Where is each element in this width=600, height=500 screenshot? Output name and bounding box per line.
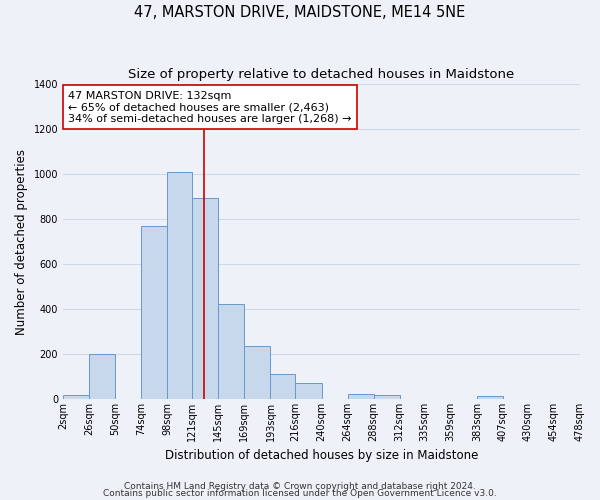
- Text: 47 MARSTON DRIVE: 132sqm
← 65% of detached houses are smaller (2,463)
34% of sem: 47 MARSTON DRIVE: 132sqm ← 65% of detach…: [68, 90, 352, 124]
- Bar: [271, 374, 295, 399]
- Bar: [295, 384, 322, 399]
- Bar: [141, 226, 167, 399]
- Bar: [63, 394, 89, 399]
- Bar: [167, 172, 192, 399]
- Bar: [374, 394, 400, 399]
- X-axis label: Distribution of detached houses by size in Maidstone: Distribution of detached houses by size …: [165, 450, 478, 462]
- Bar: [192, 198, 218, 399]
- Text: Contains HM Land Registry data © Crown copyright and database right 2024.: Contains HM Land Registry data © Crown c…: [124, 482, 476, 491]
- Y-axis label: Number of detached properties: Number of detached properties: [15, 149, 28, 335]
- Bar: [89, 354, 115, 399]
- Text: 47, MARSTON DRIVE, MAIDSTONE, ME14 5NE: 47, MARSTON DRIVE, MAIDSTONE, ME14 5NE: [134, 5, 466, 20]
- Bar: [477, 396, 503, 399]
- Text: Contains public sector information licensed under the Open Government Licence v3: Contains public sector information licen…: [103, 489, 497, 498]
- Bar: [244, 346, 271, 399]
- Bar: [218, 304, 244, 399]
- Title: Size of property relative to detached houses in Maidstone: Size of property relative to detached ho…: [128, 68, 515, 80]
- Bar: [347, 394, 374, 399]
